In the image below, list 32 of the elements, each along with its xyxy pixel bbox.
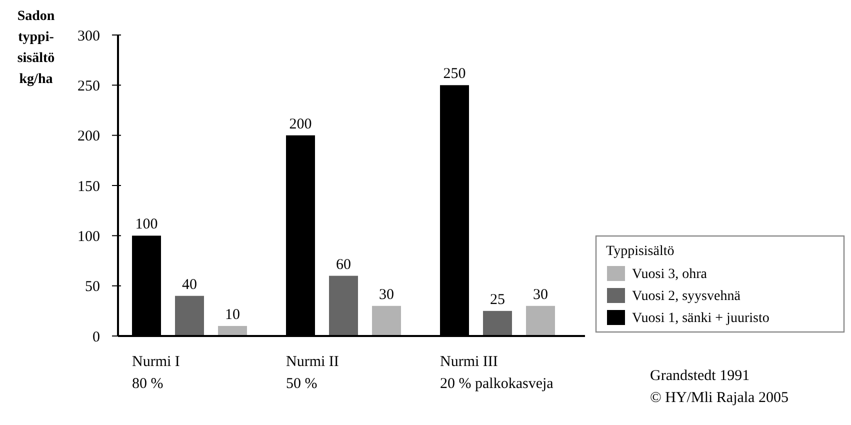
data-label: 25	[490, 292, 505, 308]
y-tick-label: 150	[78, 178, 100, 195]
bar	[329, 276, 358, 336]
bar	[483, 310, 512, 336]
y-tick-label: 0	[92, 329, 100, 346]
data-label: 30	[533, 286, 548, 303]
bar	[526, 306, 555, 336]
text: © HY/Mli Rajala 2005	[650, 390, 788, 406]
data-label: 60	[336, 256, 351, 273]
y-tick-label: 300	[78, 28, 100, 44]
data-label: 100	[135, 216, 158, 233]
text: Grandstedt 1991	[650, 368, 750, 384]
x-tick-label: Nurmi I 80 %	[132, 354, 180, 392]
data-label: 200	[289, 116, 312, 132]
legend-label: Vuosi 3, ohra	[632, 267, 708, 282]
y-tick-label: 250	[78, 78, 100, 94]
bar	[218, 326, 247, 336]
bar	[372, 306, 401, 336]
legend-label: Vuosi 2, syysvehnä	[632, 289, 742, 304]
legend-label: Vuosi 1, sänki + juuristo	[632, 311, 770, 326]
y-tick-label: 100	[78, 228, 100, 245]
y-tick-label: 200	[78, 128, 100, 145]
data-label: 30	[379, 286, 394, 303]
x-tick-label: Nurmi II 50 %	[286, 354, 339, 392]
data-label: 250	[443, 66, 466, 82]
data-label: 10	[225, 306, 240, 323]
y-tick-label: 50	[85, 279, 100, 296]
bar	[175, 296, 204, 336]
legend-title: Typpisisältö	[606, 244, 674, 259]
x-tick-label: Nurmi III 20 % palkokasveja	[440, 354, 554, 392]
data-label: 40	[182, 276, 197, 293]
y-axis-title: Sadon typpi- sisältö kg/ha	[17, 9, 55, 87]
